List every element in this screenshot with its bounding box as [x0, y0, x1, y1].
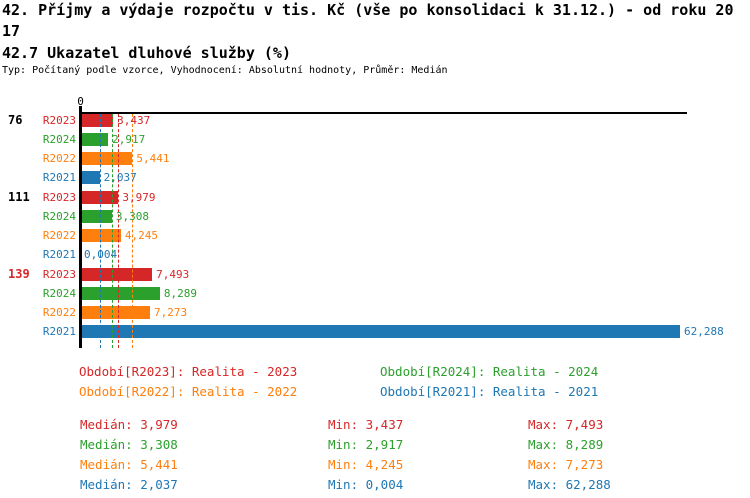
bar-r2023: [80, 191, 119, 204]
median-line-r2023: [118, 114, 120, 348]
bar-value-label: 8,289: [163, 287, 197, 300]
stat-min-r2022: Min: 4,245: [328, 457, 404, 472]
legend-item-r2022: Období[R2022]: Realita - 2022: [79, 384, 298, 399]
x-axis-line: [79, 112, 687, 114]
bar-row-label: R2023: [42, 191, 76, 204]
bar-value-label: 7,273: [154, 306, 188, 319]
stat-median-r2022: Medián: 5,441: [80, 457, 178, 472]
group-label: 76: [8, 113, 23, 127]
bar-r2024: [80, 210, 112, 223]
chart-title: 42. Příjmy a výdaje rozpočtu v tis. Kč (…: [2, 1, 734, 40]
bar-row-label: R2024: [42, 287, 76, 300]
bar-r2024: [80, 287, 160, 300]
bar-row-label: R2023: [42, 114, 76, 127]
median-line-r2024: [111, 114, 113, 348]
bar-value-label: 3,437: [117, 114, 151, 127]
bar-r2021: [80, 171, 100, 184]
bar-value-label: 2,917: [112, 133, 146, 146]
bar-value-label: 3,308: [115, 210, 149, 223]
bar-r2024: [80, 133, 109, 146]
bar-r2022: [80, 152, 133, 165]
median-line-r2022: [132, 114, 134, 348]
legend-item-r2024: Období[R2024]: Realita - 2024: [380, 364, 599, 379]
bar-row-label: R2023: [42, 268, 76, 281]
bar-row-label: R2022: [42, 229, 76, 242]
bar-row-label: R2022: [42, 152, 76, 165]
bar-value-label: 0,004: [84, 248, 118, 261]
stat-median-r2024: Medián: 3,308: [80, 437, 178, 452]
stat-max-r2021: Max: 62,288: [528, 477, 611, 492]
bar-value-label: 62,288: [684, 325, 724, 338]
bar-row-label: R2024: [42, 133, 76, 146]
stat-min-r2023: Min: 3,437: [328, 417, 404, 432]
chart-meta-line: Typ: Počítaný podle vzorce, Vyhodnocení:…: [2, 65, 448, 76]
bar-r2023: [80, 268, 153, 281]
bar-value-label: 4,245: [124, 229, 159, 242]
stat-max-r2022: Max: 7,273: [528, 457, 604, 472]
bar-value-label: 3,979: [122, 191, 156, 204]
x-axis-zero-label: 0: [77, 95, 84, 108]
bar-r2023: [80, 114, 114, 127]
group-label: 139: [8, 267, 30, 281]
bar-value-label: 7,493: [156, 268, 190, 281]
bar-row-label: R2021: [42, 171, 76, 184]
bar-row-label: R2021: [42, 325, 76, 338]
legend-item-r2023: Období[R2023]: Realita - 2023: [79, 364, 298, 379]
chart-subtitle: 42.7 Ukazatel dluhové služby (%): [2, 44, 291, 62]
stat-median-r2023: Medián: 3,979: [80, 417, 178, 432]
stat-min-r2024: Min: 2,917: [328, 437, 404, 452]
bar-r2021: [80, 325, 680, 338]
bar-r2022: [80, 306, 151, 319]
bar-value-label: 5,441: [136, 152, 170, 165]
y-axis-line: [79, 106, 82, 348]
legend-item-r2021: Období[R2021]: Realita - 2021: [380, 384, 599, 399]
bar-value-label: 2,037: [103, 171, 137, 184]
stat-min-r2021: Min: 0,004: [328, 477, 404, 492]
stat-median-r2021: Medián: 2,037: [80, 477, 178, 492]
stat-max-r2024: Max: 8,289: [528, 437, 604, 452]
bar-row-label: R2021: [42, 248, 76, 261]
bar-row-label: R2024: [42, 210, 76, 223]
median-line-r2021: [99, 114, 101, 348]
bar-row-label: R2022: [42, 306, 76, 319]
group-label: 111: [8, 190, 30, 204]
stat-max-r2023: Max: 7,493: [528, 417, 604, 432]
